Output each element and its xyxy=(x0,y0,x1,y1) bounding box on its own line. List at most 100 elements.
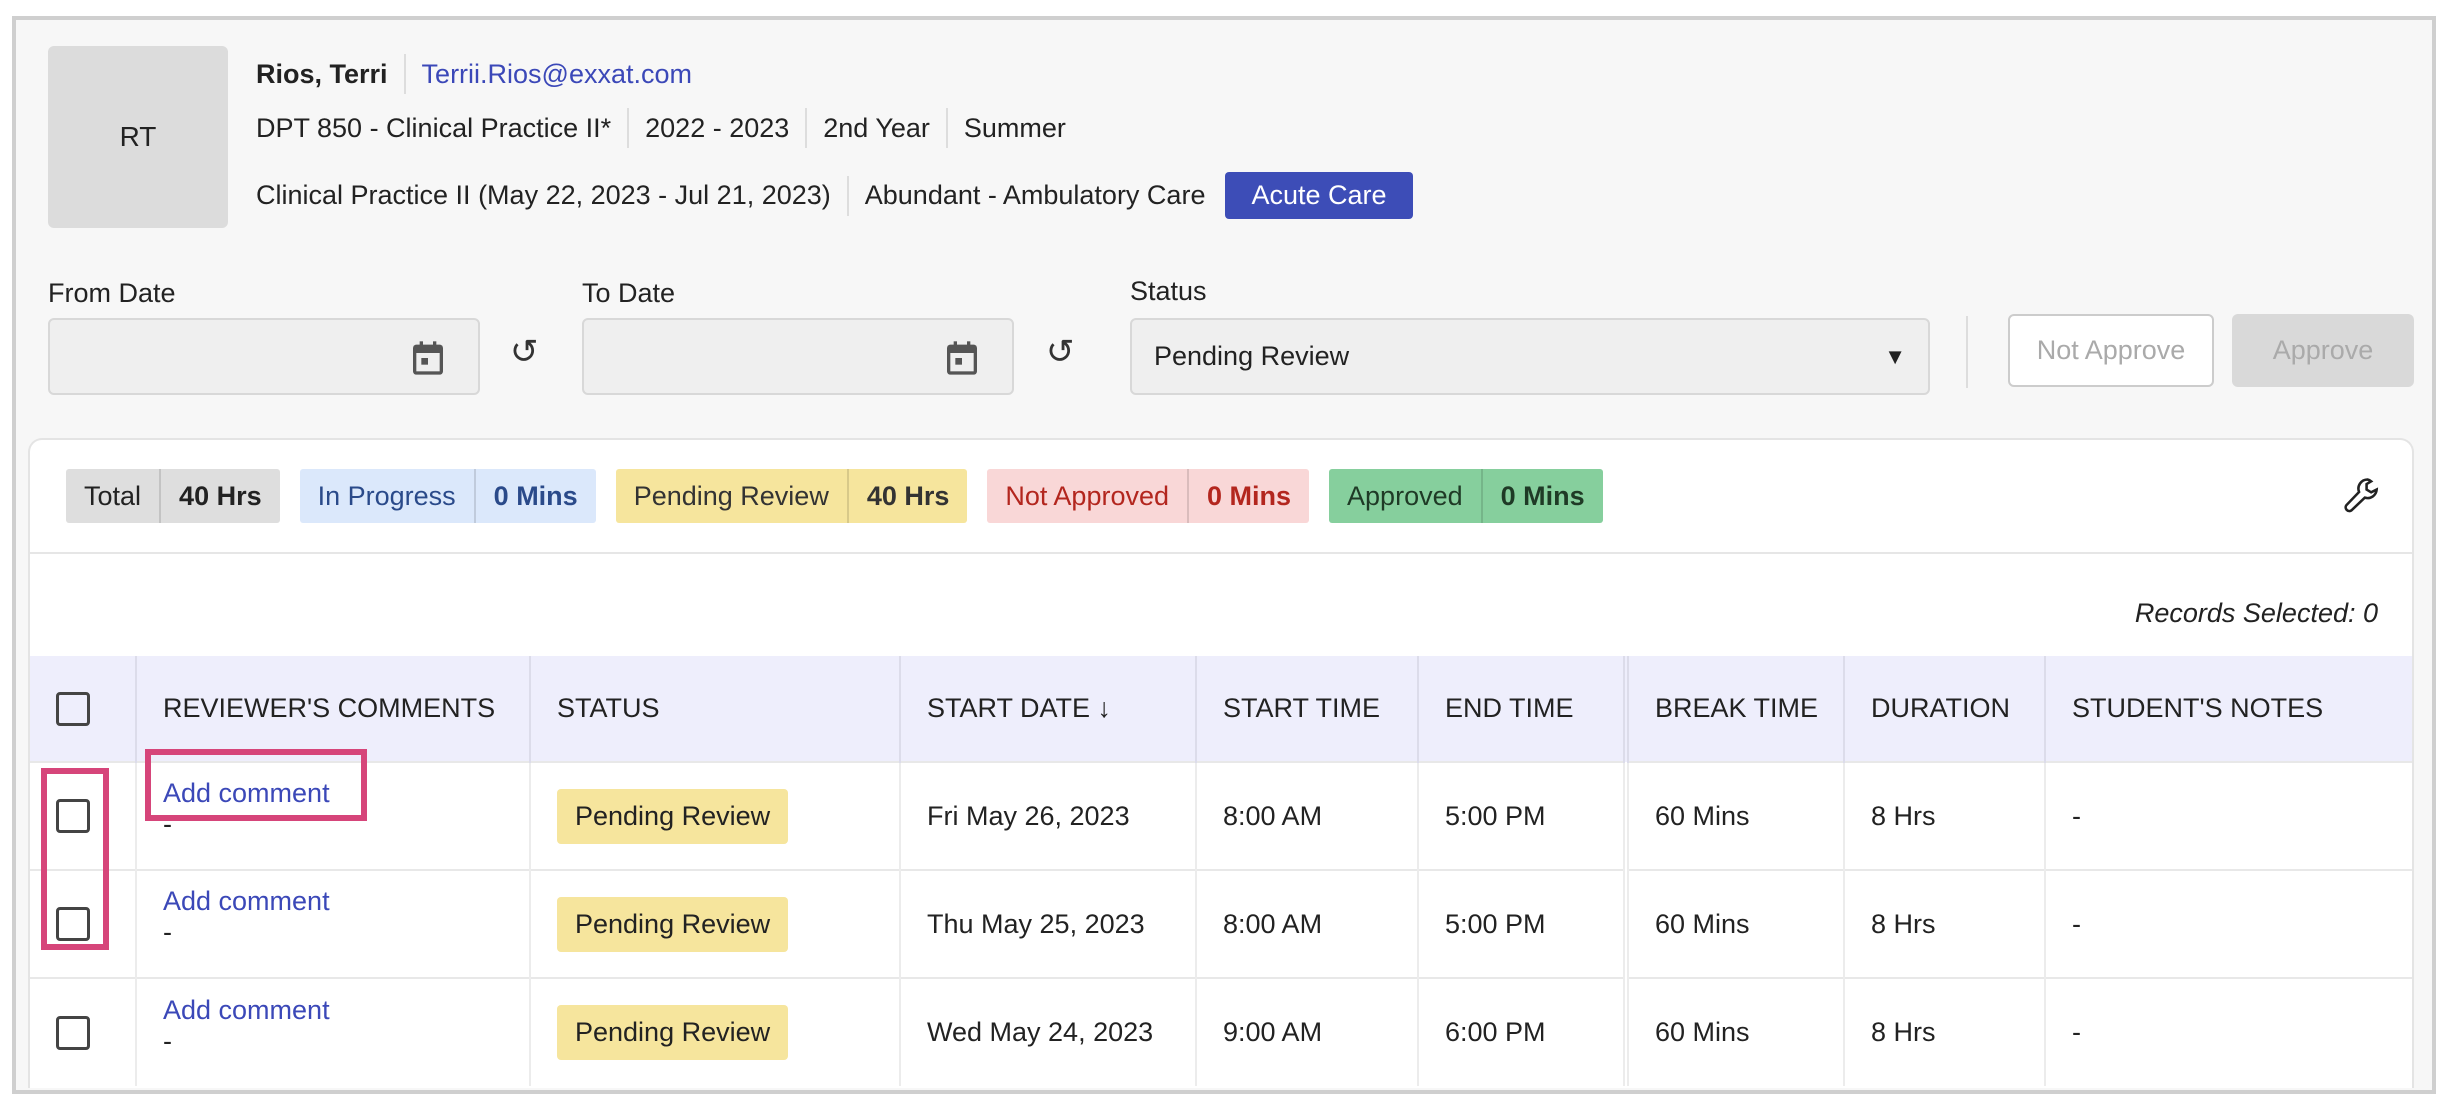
summary-chip[interactable]: Approved 0 Mins xyxy=(1329,469,1603,523)
chip-value: 0 Mins xyxy=(1187,469,1309,523)
calendar-icon[interactable] xyxy=(942,338,982,378)
student-email-link[interactable]: Terrii.Rios@exxat.com xyxy=(421,58,693,89)
term: Summer xyxy=(963,112,1066,143)
break-time-cell: 60 Mins xyxy=(1626,761,1845,870)
comment-text: - xyxy=(163,1025,172,1056)
column-header[interactable]: DURATION xyxy=(1844,656,2046,762)
add-comment-link[interactable]: Add comment xyxy=(163,778,330,808)
summary-chips: Total 40 Hrs In Progress 0 Mins Pending Revi… xyxy=(66,469,1623,523)
chip-value: 0 Mins xyxy=(1480,469,1603,523)
status-badge: Pending Review xyxy=(557,788,789,844)
to-date-input[interactable] xyxy=(582,318,1014,395)
comment-text: - xyxy=(163,917,172,947)
avatar: RT xyxy=(48,46,228,228)
chip-label: In Progress xyxy=(317,480,456,511)
notes-cell: - xyxy=(2045,977,2412,1086)
course: DPT 850 - Clinical Practice II* xyxy=(256,112,612,143)
break-time-cell: 60 Mins xyxy=(1626,977,1845,1086)
column-header-start-date[interactable]: START DATE ↓ xyxy=(900,656,1197,762)
start-date-cell: Thu May 25, 2023 xyxy=(900,869,1197,978)
row-select-cell xyxy=(30,761,137,870)
table-row[interactable]: Add comment - Pending Review Fri May 26, 2… xyxy=(30,761,2412,870)
reviewer-comment-cell: Add comment - xyxy=(136,869,531,978)
row-select-cell xyxy=(30,977,137,1086)
column-header[interactable]: REVIEWER'S COMMENTS xyxy=(136,656,531,762)
status-cell: Pending Review xyxy=(530,869,901,978)
table-header-row: REVIEWER'S COMMENTS STATUS START DATE ↓ … xyxy=(30,656,2412,762)
reviewer-comment-cell: Add comment - xyxy=(136,977,531,1086)
setting-badge: Acute Care xyxy=(1225,172,1413,219)
table-row[interactable]: Add comment - Pending Review Wed May 24, 2… xyxy=(30,977,2412,1086)
status-cell: Pending Review xyxy=(530,761,901,870)
row-checkbox[interactable] xyxy=(56,799,90,833)
end-time-cell: 5:00 PM xyxy=(1418,869,1629,978)
calendar-icon[interactable] xyxy=(408,338,448,378)
chip-value: 0 Mins xyxy=(473,469,596,523)
sort-down-icon: ↓ xyxy=(1097,693,1112,723)
chip-label: Approved xyxy=(1347,480,1463,511)
student-info-line: Rios, Terri Terrii.Rios@exxat.com xyxy=(256,54,692,94)
chip-label: Not Approved xyxy=(1005,480,1169,511)
start-time-cell: 8:00 AM xyxy=(1196,761,1419,870)
status-badge: Pending Review xyxy=(557,896,789,952)
add-comment-link[interactable]: Add comment xyxy=(163,994,330,1025)
summary-chip[interactable]: In Progress 0 Mins xyxy=(299,469,596,523)
reset-to-date-icon[interactable]: ↺ xyxy=(1046,333,1075,371)
chip-value: 40 Hrs xyxy=(159,469,280,523)
rotation-info-line: Clinical Practice II (May 22, 2023 - Jul… xyxy=(256,172,1413,219)
from-date-input[interactable] xyxy=(48,318,480,395)
select-all-checkbox[interactable] xyxy=(56,691,90,726)
rotation: Clinical Practice II (May 22, 2023 - Jul… xyxy=(256,180,831,210)
status-badge: Pending Review xyxy=(557,1005,789,1060)
timesheet-card: Total 40 Hrs In Progress 0 Mins Pending Revi… xyxy=(28,438,2414,1088)
to-date-label: To Date xyxy=(582,278,676,308)
highlight-row-checkboxes xyxy=(41,768,109,950)
end-time-cell: 6:00 PM xyxy=(1418,977,1629,1086)
records-selected: Records Selected: 0 xyxy=(2134,598,2378,628)
break-time-cell: 60 Mins xyxy=(1626,869,1845,978)
status-select[interactable]: Pending Review ▼ xyxy=(1130,318,1930,395)
summary-chip[interactable]: Pending Review 40 Hrs xyxy=(615,469,968,523)
start-date-cell: Wed May 24, 2023 xyxy=(900,977,1197,1086)
not-approve-button[interactable]: Not Approve xyxy=(2008,314,2214,387)
academic-year: 2022 - 2023 xyxy=(645,112,790,143)
notes-cell: - xyxy=(2045,761,2412,870)
start-date-cell: Fri May 26, 2023 xyxy=(900,761,1197,870)
end-time-cell: 5:00 PM xyxy=(1418,761,1629,870)
comment-text: - xyxy=(163,809,172,839)
status-cell: Pending Review xyxy=(530,977,901,1086)
add-comment-link[interactable]: Add comment xyxy=(163,886,330,916)
start-time-cell: 9:00 AM xyxy=(1196,977,1419,1086)
timesheet-review-panel: RT Rios, Terri Terrii.Rios@exxat.com DPT… xyxy=(12,16,2436,1094)
student-level: 2nd Year xyxy=(823,112,930,143)
summary-chip[interactable]: Not Approved 0 Mins xyxy=(987,469,1310,523)
row-checkbox[interactable] xyxy=(56,1015,90,1050)
highlight-add-comment xyxy=(145,749,367,821)
column-header[interactable]: STUDENT'S NOTES xyxy=(2045,656,2412,762)
row-checkbox[interactable] xyxy=(56,907,90,941)
table-row[interactable]: Add comment - Pending Review Thu May 25, 2… xyxy=(30,869,2412,978)
column-header[interactable]: END TIME xyxy=(1418,656,1629,762)
select-all-cell xyxy=(30,656,137,762)
timesheet-table: REVIEWER'S COMMENTS STATUS START DATE ↓ … xyxy=(30,656,2412,1086)
student-name: Rios, Terri xyxy=(256,58,388,89)
column-header[interactable]: BREAK TIME xyxy=(1626,656,1845,762)
status-label: Status xyxy=(1130,276,1207,306)
duration-cell: 8 Hrs xyxy=(1844,869,2046,978)
from-date-label: From Date xyxy=(48,278,176,308)
start-time-cell: 8:00 AM xyxy=(1196,869,1419,978)
reset-from-date-icon[interactable]: ↺ xyxy=(510,333,539,371)
column-header[interactable]: START TIME xyxy=(1196,656,1419,762)
row-select-cell xyxy=(30,869,137,978)
chip-label: Pending Review xyxy=(633,480,829,511)
divider xyxy=(1966,316,1968,388)
approve-button[interactable]: Approve xyxy=(2232,314,2414,387)
site: Abundant - Ambulatory Care xyxy=(864,180,1206,210)
summary-chip[interactable]: Total 40 Hrs xyxy=(66,469,280,523)
duration-cell: 8 Hrs xyxy=(1844,761,2046,870)
chip-value: 40 Hrs xyxy=(846,469,968,523)
wrench-icon[interactable] xyxy=(2340,472,2384,520)
divider xyxy=(30,552,2412,554)
column-header[interactable]: STATUS xyxy=(530,656,901,762)
